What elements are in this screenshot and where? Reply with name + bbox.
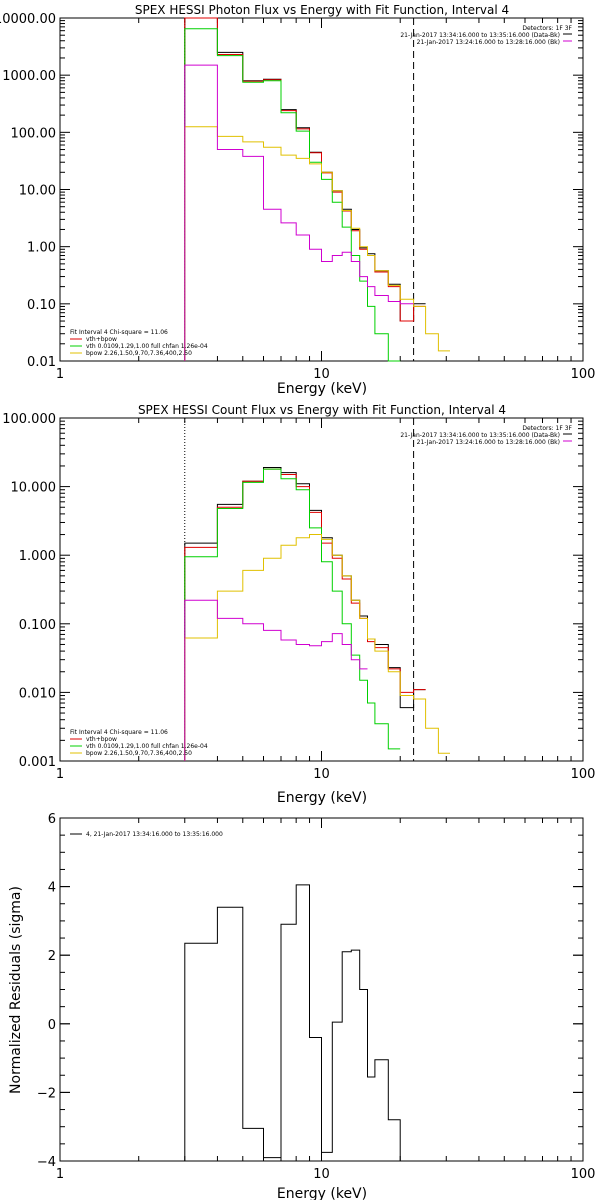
legend-detectors: Detectors: 1F 3F bbox=[522, 425, 572, 432]
series-1-histogram bbox=[184, 17, 426, 361]
plot-frame bbox=[59, 17, 584, 362]
y-tick-label: 1.00 bbox=[27, 241, 56, 256]
photon-flux-plot-area: 1 10 100 0.01 0.10 1.00 10.00 100.00 1000.00 1000… bbox=[0, 12, 595, 382]
x-tick-label: 10 bbox=[313, 1167, 330, 1182]
legend-vth: vth 0.0109,1.29,1.00 full chfan 1.26e-04 bbox=[86, 743, 208, 750]
legend-bpow: bpow 2.26,1.50,9.70,7.36,400,2.50 bbox=[86, 350, 192, 357]
photon-flux-xlabel: Energy (keV) bbox=[277, 381, 367, 397]
y-tick-label: −2 bbox=[37, 1086, 56, 1101]
series-1-histogram bbox=[184, 468, 426, 761]
series-3-histogram bbox=[184, 126, 450, 361]
residuals-panel: 1 10 100 −4 −2 0 2 4 6 Energy (keV) Normalized R… bbox=[8, 812, 595, 1200]
y-tick-label: 10.00 bbox=[19, 184, 56, 199]
legend-total-fit: vth+bpow bbox=[86, 336, 117, 343]
photon-flux-panel: SPEX HESSI Photon Flux vs Energy with Fi… bbox=[0, 3, 595, 397]
series-0-histogram bbox=[184, 17, 426, 361]
y-tick-label: 1000.00 bbox=[2, 69, 56, 84]
series-2-histogram bbox=[184, 28, 401, 362]
y-tick-label: −4 bbox=[37, 1155, 56, 1170]
photon-flux-fit-legend: Fit Interval 4 Chi-square = 11.06 vth+bp… bbox=[70, 329, 208, 357]
x-tick-label: 1 bbox=[56, 1167, 64, 1182]
legend-total-fit: vth+bpow bbox=[86, 736, 117, 743]
x-tick-label: 100 bbox=[571, 767, 596, 782]
x-tick-label: 100 bbox=[571, 367, 596, 382]
y-tick-label: 0 bbox=[48, 1018, 56, 1033]
count-flux-title: SPEX HESSI Count Flux vs Energy with Fit… bbox=[138, 403, 506, 417]
y-tick-label: 10000.00 bbox=[0, 12, 56, 27]
legend-background-interval: 21-Jan-2017 13:24:16.000 to 13:28:16.000… bbox=[417, 39, 560, 46]
legend-data-interval: 21-Jan-2017 13:34:16.000 to 13:35:16.000… bbox=[400, 432, 560, 439]
count-flux-plot-area: 1 10 100 0.001 0.010 0.100 1.000 10.000 100.000 bbox=[2, 412, 595, 782]
y-tick-label: 4 bbox=[48, 881, 56, 896]
residuals-plot-area: 1 10 100 −4 −2 0 2 4 6 bbox=[37, 812, 596, 1182]
y-tick-label: 0.001 bbox=[19, 755, 56, 770]
legend-fit-interval: Fit Interval 4 Chi-square = 11.06 bbox=[70, 729, 168, 736]
y-tick-label: 0.10 bbox=[27, 298, 56, 313]
legend-residual-interval: 4, 21-Jan-2017 13:34:16.000 to 13:35:16.… bbox=[86, 831, 223, 838]
count-flux-top-legend: Detectors: 1F 3F 21-Jan-2017 13:34:16.00… bbox=[400, 425, 572, 446]
count-flux-panel: SPEX HESSI Count Flux vs Energy with Fit… bbox=[2, 403, 595, 806]
residuals-xlabel: Energy (keV) bbox=[277, 1186, 367, 1200]
legend-background-interval: 21-Jan-2017 13:24:16.000 to 13:28:16.000… bbox=[417, 439, 560, 446]
y-tick-label: 0.01 bbox=[27, 355, 56, 370]
legend-vth: vth 0.0109,1.29,1.00 full chfan 1.26e-04 bbox=[86, 343, 208, 350]
x-tick-label: 10 bbox=[313, 367, 330, 382]
x-tick-label: 1 bbox=[56, 767, 64, 782]
series-0-histogram bbox=[184, 884, 414, 1162]
photon-flux-top-legend: Detectors: 1F 3F 21-Jan-2017 13:34:16.00… bbox=[400, 25, 572, 46]
series-0-histogram bbox=[184, 467, 426, 761]
series-2-histogram bbox=[184, 468, 401, 761]
photon-flux-title: SPEX HESSI Photon Flux vs Energy with Fi… bbox=[135, 3, 509, 17]
legend-detectors: Detectors: 1F 3F bbox=[522, 25, 572, 32]
y-tick-label: 0.100 bbox=[19, 618, 56, 633]
series-4-histogram bbox=[184, 64, 414, 361]
y-tick-label: 6 bbox=[48, 812, 56, 827]
y-tick-label: 100.00 bbox=[11, 126, 57, 141]
series-3-histogram bbox=[184, 534, 450, 761]
y-tick-label: 100.000 bbox=[2, 412, 56, 427]
y-tick-label: 10.000 bbox=[11, 481, 57, 496]
y-tick-label: 0.010 bbox=[19, 686, 56, 701]
plot-frame bbox=[59, 417, 584, 762]
count-flux-fit-legend: Fit Interval 4 Chi-square = 11.06 vth+bp… bbox=[70, 729, 208, 757]
count-flux-xlabel: Energy (keV) bbox=[277, 790, 367, 806]
series-4-histogram bbox=[184, 599, 368, 761]
legend-bpow: bpow 2.26,1.50,9.70,7.36,400,2.50 bbox=[86, 750, 192, 757]
residuals-legend: 4, 21-Jan-2017 13:34:16.000 to 13:35:16.… bbox=[86, 831, 223, 838]
x-tick-label: 100 bbox=[571, 1167, 596, 1182]
legend-data-interval: 21-Jan-2017 13:34:16.000 to 13:35:16.000… bbox=[400, 32, 560, 39]
x-tick-label: 10 bbox=[313, 767, 330, 782]
y-tick-label: 2 bbox=[48, 949, 56, 964]
x-tick-label: 1 bbox=[56, 367, 64, 382]
residuals-ylabel: Normalized Residuals (sigma) bbox=[8, 886, 24, 1094]
y-tick-label: 1.000 bbox=[19, 549, 56, 564]
legend-fit-interval: Fit Interval 4 Chi-square = 11.06 bbox=[70, 329, 168, 336]
